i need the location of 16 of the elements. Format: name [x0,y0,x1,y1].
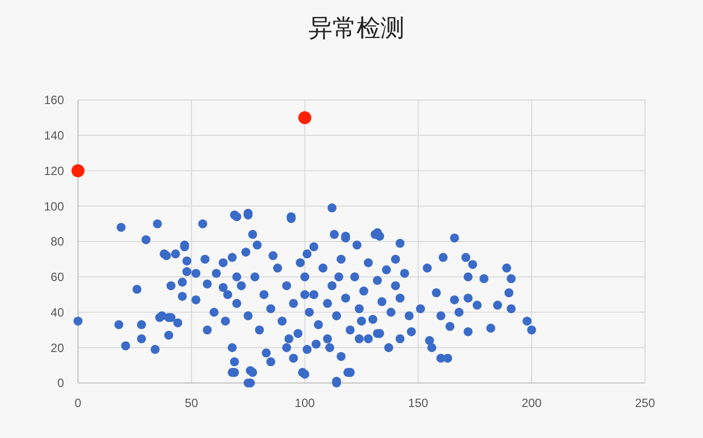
x-tick-label: 50 [184,396,198,410]
y-tick-label: 100 [44,199,64,214]
x-tick-label: 150 [408,396,429,410]
y-tick-label: 160 [44,93,64,108]
y-tick-label: 60 [50,270,64,284]
x-tick-label: 200 [522,396,542,410]
x-tick-label: 100 [294,396,316,410]
chart-title: 异常检测 [308,15,404,42]
x-tick-label: 250 [634,396,656,410]
y-tick-label: 80 [50,234,64,249]
y-tick-label: 120 [44,164,64,178]
y-tick-label: 40 [50,305,64,320]
y-tick-label: 0 [57,376,64,390]
y-tick-label: 140 [44,128,64,143]
x-tick-label: 0 [74,396,82,410]
y-tick-label: 20 [50,340,64,355]
